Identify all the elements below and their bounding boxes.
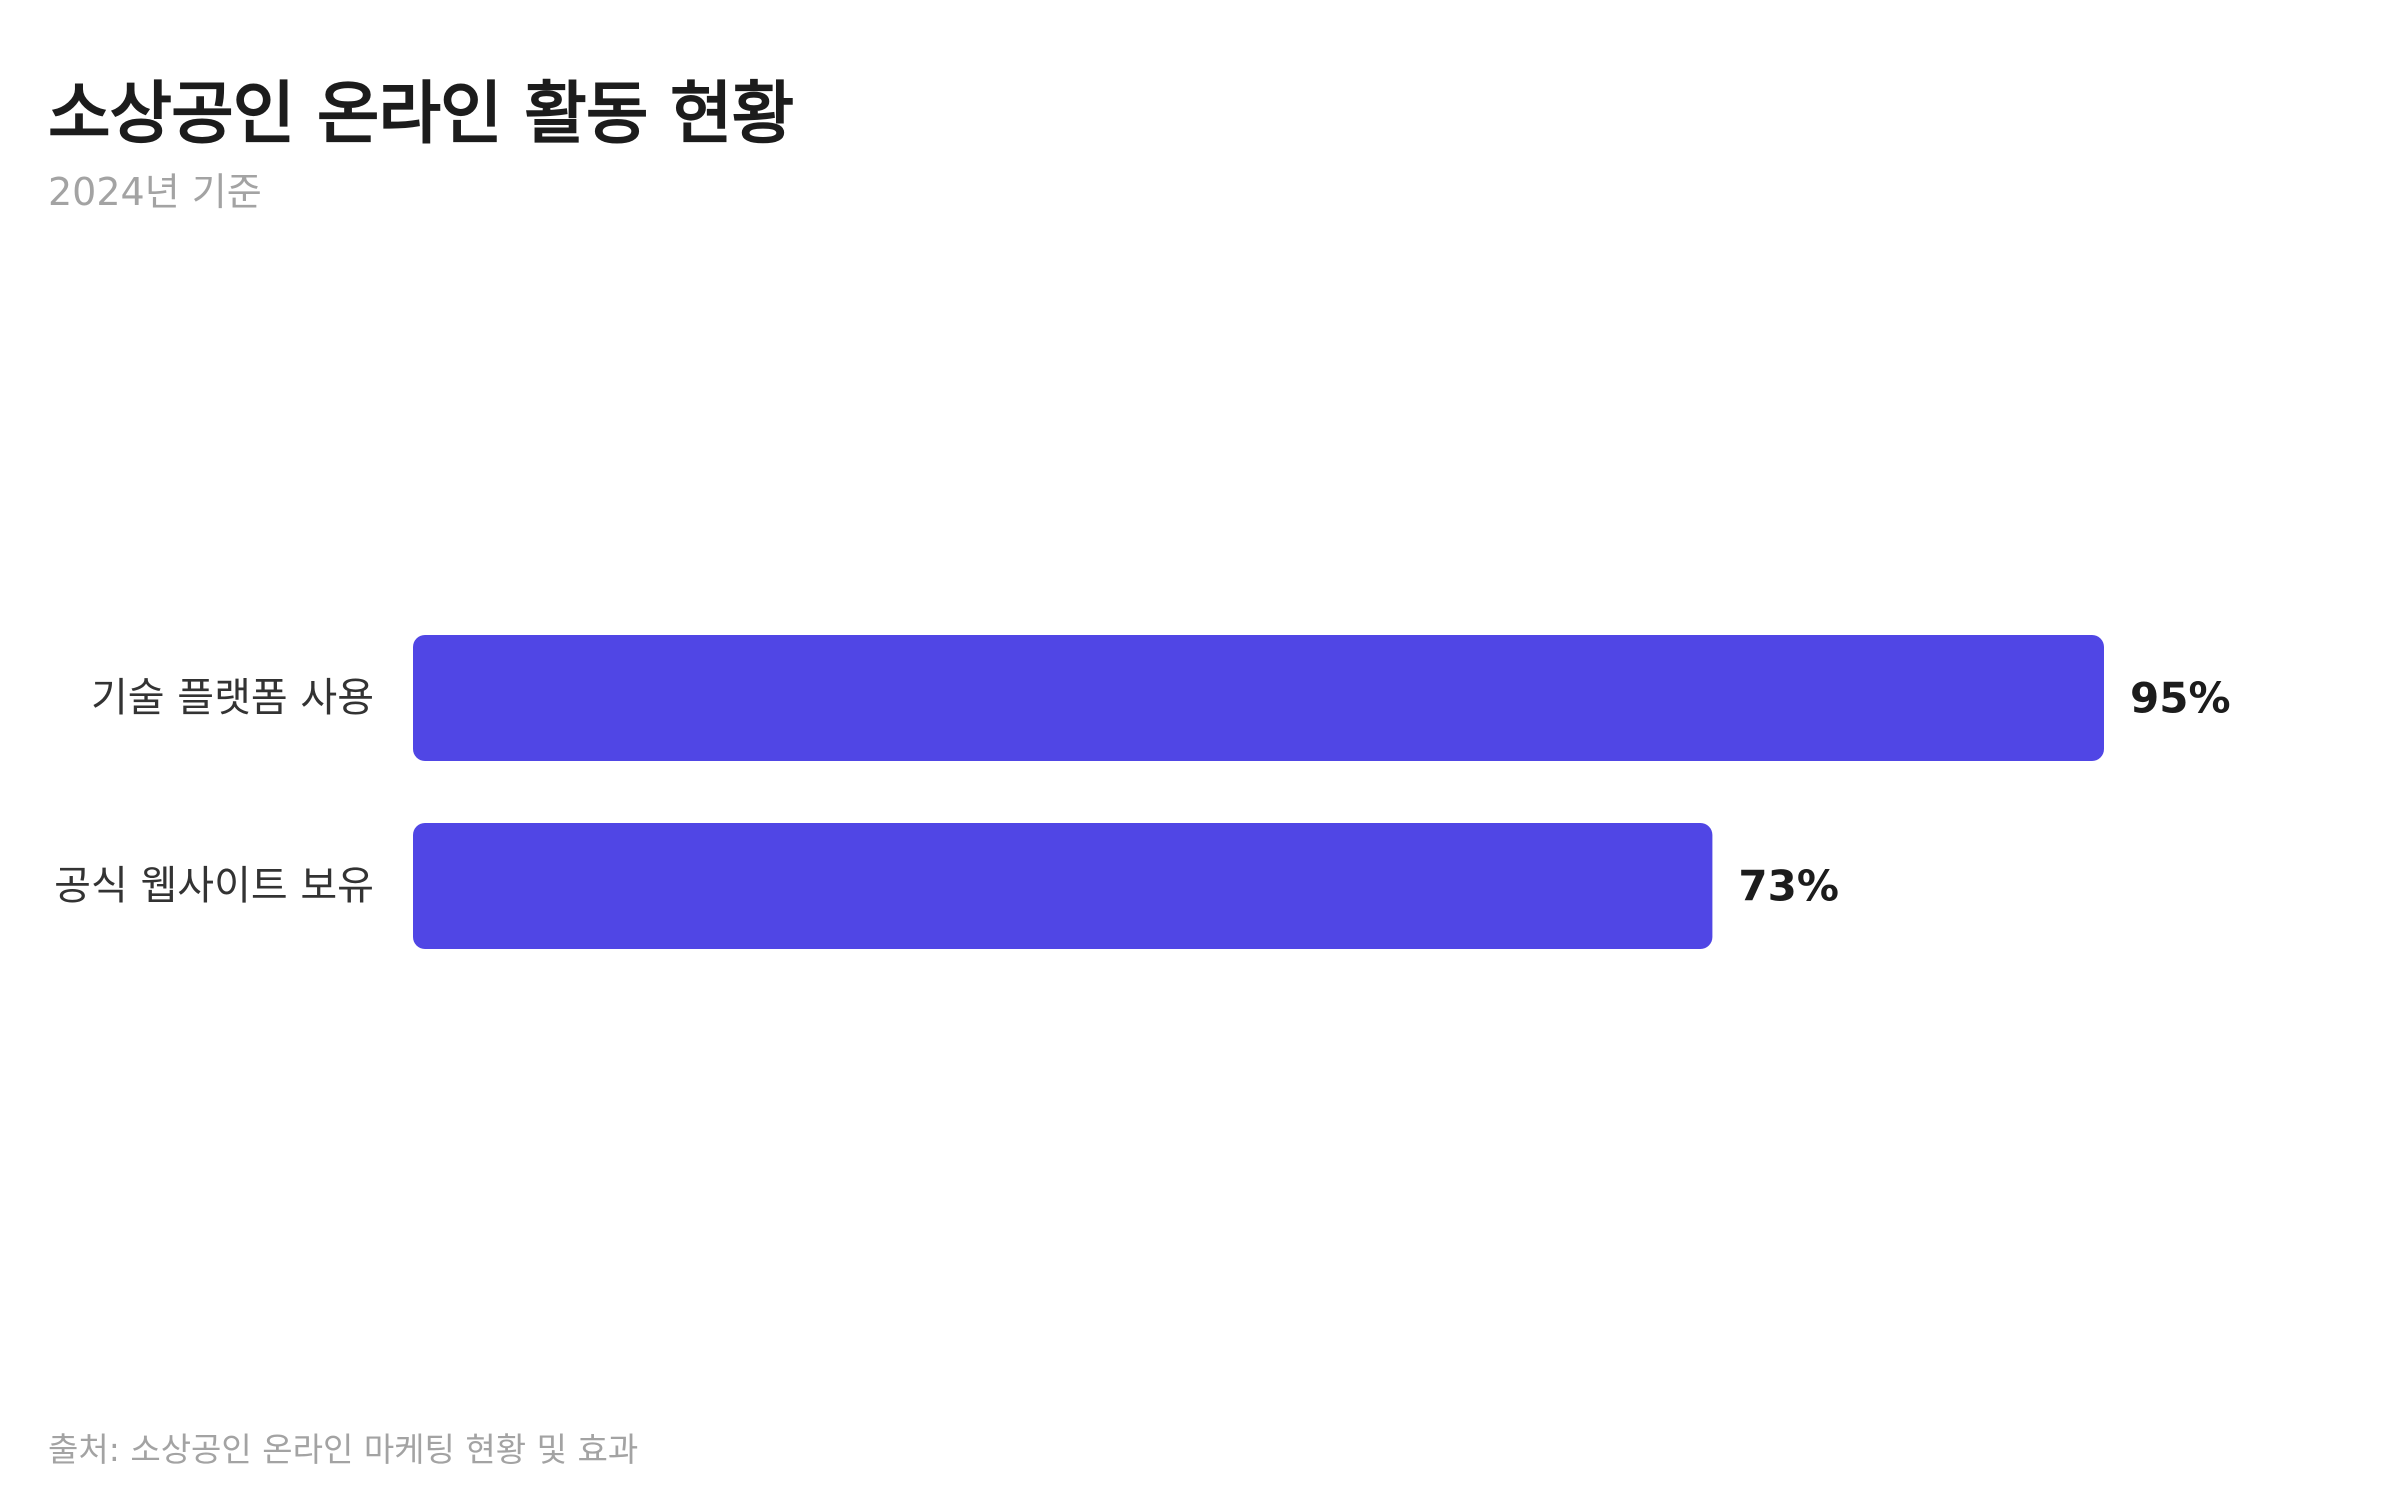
category-label: 기술 플랫폼 사용 xyxy=(91,675,374,721)
source-note: 출처: 소상공인 온라인 마케팅 현황 및 효과 xyxy=(48,1430,639,1469)
bar xyxy=(413,823,1713,949)
chart-title: 소상공인 온라인 활동 현황 xyxy=(48,75,794,154)
category-label: 공식 웹사이트 보유 xyxy=(54,863,374,909)
chart-subtitle: 2024년 기준 xyxy=(48,170,262,214)
bar xyxy=(413,635,2104,761)
value-label: 73% xyxy=(1738,862,1839,911)
value-label: 95% xyxy=(2130,674,2231,723)
